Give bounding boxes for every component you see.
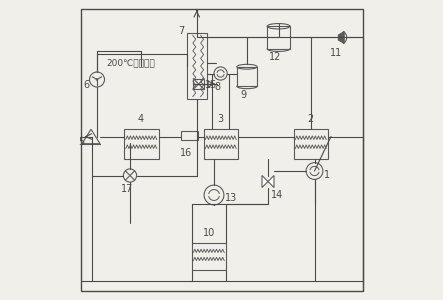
Text: 4: 4 [138, 115, 144, 124]
Polygon shape [262, 176, 268, 188]
Text: 3: 3 [218, 115, 224, 124]
Text: 8: 8 [214, 82, 221, 92]
Text: 200℃高温烟气: 200℃高温烟气 [106, 58, 155, 68]
Bar [267, 26, 290, 49]
Text: 17: 17 [121, 184, 133, 194]
Text: 14: 14 [271, 190, 283, 200]
Text: 16: 16 [180, 148, 192, 158]
Polygon shape [268, 176, 274, 188]
Polygon shape [338, 32, 344, 44]
Text: 7: 7 [178, 26, 184, 37]
Text: 9: 9 [241, 90, 246, 100]
Text: 11: 11 [330, 48, 342, 58]
Text: 13: 13 [225, 193, 237, 203]
Text: 15: 15 [205, 80, 218, 90]
Bar [124, 129, 159, 159]
Bar [191, 243, 226, 270]
Bar [187, 33, 206, 99]
Text: 2: 2 [307, 115, 314, 124]
Text: 5: 5 [78, 137, 84, 147]
Text: 6: 6 [83, 80, 89, 91]
Text: 12: 12 [269, 52, 281, 62]
Text: 10: 10 [202, 229, 215, 238]
Text: 1: 1 [323, 170, 330, 181]
Bar [193, 79, 204, 89]
Bar [203, 129, 238, 159]
Bar [294, 129, 328, 159]
Bar [237, 67, 257, 86]
Bar [181, 131, 198, 140]
